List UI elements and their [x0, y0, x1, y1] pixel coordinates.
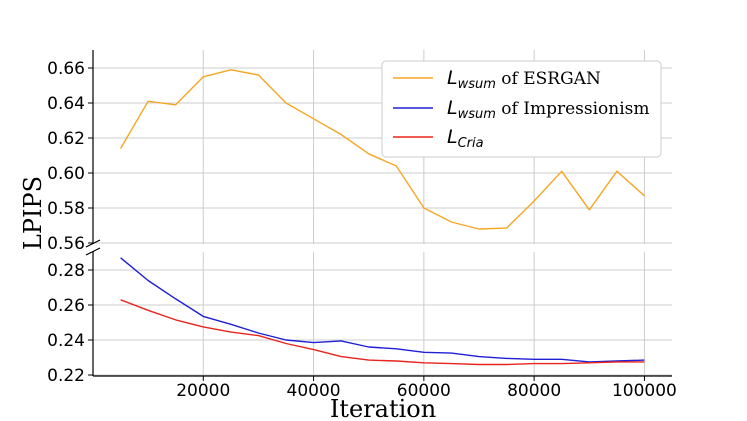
x-tick-label-0: 20000	[176, 381, 230, 401]
x-axis-title: Iteration	[330, 395, 436, 421]
x-tick-label-4: 100000	[612, 381, 677, 401]
series-line-impressionism	[120, 257, 645, 363]
x-tick-label-3: 80000	[507, 381, 561, 401]
upper-y-tick-label-1: 0.58	[47, 199, 85, 219]
lower-panel-frame	[92, 252, 672, 377]
legend-label-cria: LCria	[447, 126, 484, 151]
legend-subscript-impressionism: wsum	[458, 107, 496, 122]
lower-y-tick-label-2: 0.26	[47, 296, 85, 316]
upper-y-tick-label-5: 0.66	[47, 59, 85, 79]
lower-gridlines	[93, 252, 672, 376]
series-line-cria	[120, 299, 645, 366]
legend-suffix-impressionism: of Impressionism	[496, 99, 650, 119]
lower-y-ticks: 0.22 0.24 0.26 0.28	[47, 261, 93, 386]
series-layer	[119, 69, 645, 366]
legend-subscript-esrgan: wsum	[458, 77, 496, 92]
legend-label-esrgan: Lwsum of ESRGAN	[447, 67, 601, 92]
upper-y-tick-label-2: 0.60	[47, 164, 85, 184]
lower-y-tick-label-0: 0.22	[47, 366, 85, 386]
legend-symbol-cria: L	[447, 126, 458, 148]
legend-symbol-esrgan: L	[447, 67, 458, 89]
lower-y-tick-label-1: 0.24	[47, 331, 85, 351]
x-tick-label-1: 40000	[287, 381, 341, 401]
legend-label-impressionism: Lwsum of Impressionism	[447, 97, 650, 122]
upper-y-tick-label-3: 0.62	[47, 129, 85, 149]
x-tick-label-2: 60000	[397, 381, 451, 401]
upper-y-tick-label-4: 0.64	[47, 94, 85, 114]
upper-y-ticks: 0.56 0.58 0.60 0.62 0.64 0.66	[47, 59, 93, 254]
legend-subscript-cria: Cria	[458, 136, 484, 151]
upper-y-tick-label-0: 0.56	[47, 234, 85, 254]
x-ticks: 20000 40000 60000 80000 100000	[176, 376, 677, 401]
y-axis-title: LPIPS	[19, 176, 47, 250]
legend-box	[381, 60, 662, 158]
legend-symbol-impressionism: L	[447, 97, 458, 119]
series-line-esrgan	[119, 69, 645, 230]
legend-suffix-esrgan: of ESRGAN	[496, 69, 601, 89]
lower-y-tick-label-3: 0.28	[47, 261, 85, 281]
